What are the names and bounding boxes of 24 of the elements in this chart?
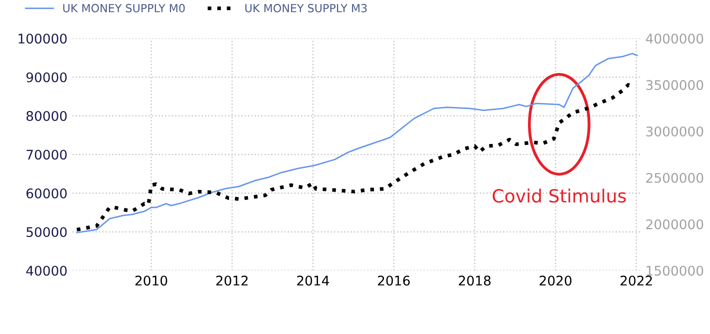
x-tick-label: 2020 [540,276,572,286]
y-tick-label: 70000 [26,150,67,160]
line-series [76,52,638,234]
x-tick-label: 2014 [297,276,330,286]
y-tick-label: 40000 [26,266,67,276]
x-tick-label: 2022 [620,276,652,286]
y2-tick-label: 2000000 [646,219,704,230]
annotation: Covid Stimulus [492,188,626,203]
y-tick-label: 100000 [18,34,67,44]
y2-tick-label: 1500000 [646,266,704,276]
y-tick-label: 80000 [26,111,67,121]
x-tick-label: 2018 [458,276,491,286]
y2-tick-label: 3000000 [646,126,704,136]
y-tick-label: 60000 [26,188,67,198]
y2-tick-label: 2500000 [646,172,704,183]
legend-label: UK MONEY SUPPLY M3 [245,4,367,12]
x-tick-label: 2010 [135,276,168,286]
y2-tick-label: 3500000 [646,80,704,90]
y2-tick-label: 4000000 [646,34,704,44]
y-tick-label: 50000 [26,227,67,238]
legend-label: UK MONEY SUPPLY M0 [63,4,185,12]
x-tick-label: 2012 [216,276,248,286]
x-tick-label: 2016 [378,276,410,286]
y-tick-label: 90000 [26,72,67,82]
